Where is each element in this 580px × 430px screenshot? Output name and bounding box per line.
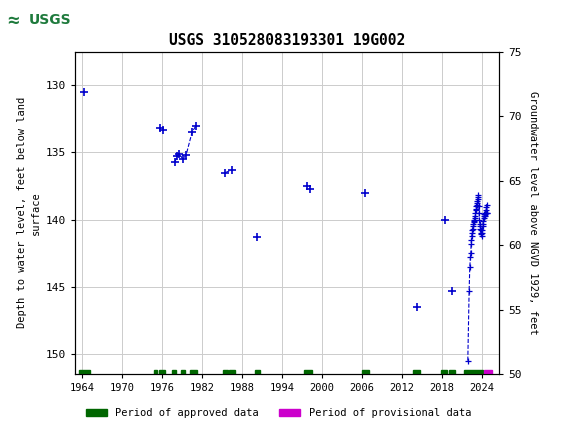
Bar <box>441 370 447 375</box>
Bar <box>414 370 420 375</box>
Bar <box>449 370 455 375</box>
Y-axis label: Depth to water level, feet below land
surface: Depth to water level, feet below land su… <box>17 97 41 329</box>
Title: USGS 310528083193301 19G002: USGS 310528083193301 19G002 <box>169 33 405 48</box>
Bar <box>160 370 165 375</box>
FancyBboxPatch shape <box>3 3 93 37</box>
Bar <box>304 370 312 375</box>
Bar <box>362 370 369 375</box>
Bar <box>154 370 157 375</box>
Bar <box>230 370 235 375</box>
Text: ≈: ≈ <box>7 11 19 30</box>
Bar <box>190 370 197 375</box>
Text: USGS: USGS <box>29 13 71 28</box>
Bar <box>464 370 484 375</box>
Bar <box>181 370 186 375</box>
Bar <box>79 370 90 375</box>
Bar <box>255 370 260 375</box>
Y-axis label: Groundwater level above NGVD 1929, feet: Groundwater level above NGVD 1929, feet <box>528 91 538 335</box>
Bar <box>172 370 176 375</box>
Bar <box>484 370 492 375</box>
Bar <box>223 370 228 375</box>
Legend: Period of approved data, Period of provisional data: Period of approved data, Period of provi… <box>82 404 475 423</box>
